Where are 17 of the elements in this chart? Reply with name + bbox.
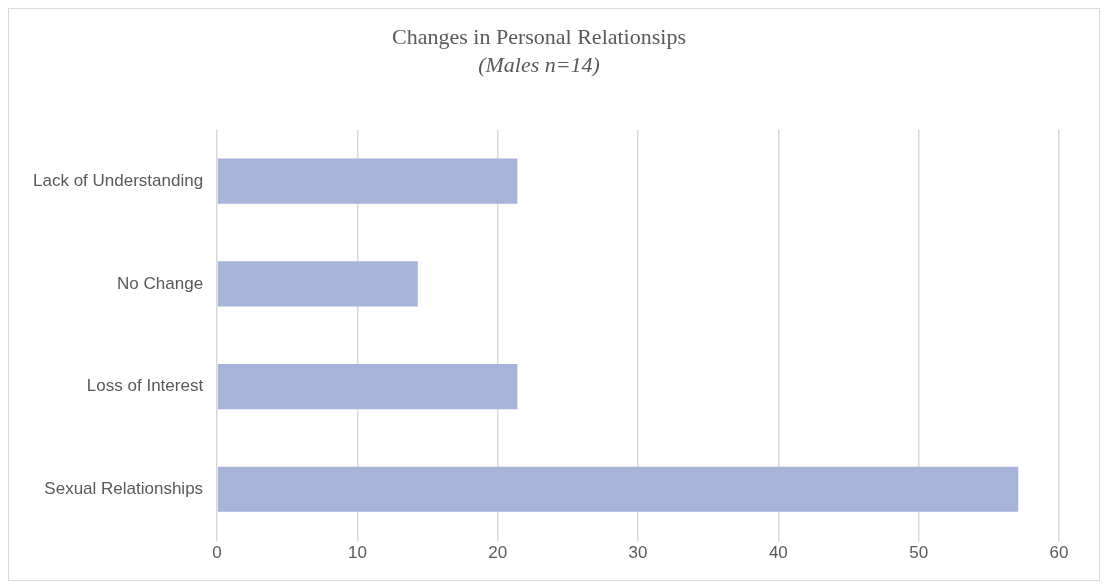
x-tick-label: 0 (212, 543, 222, 563)
y-tick-label: No Change (117, 273, 204, 293)
x-tick-label: 20 (488, 543, 508, 563)
x-tick-label: 30 (628, 543, 648, 563)
y-tick-label: Loss of Interest (86, 376, 204, 396)
chart-subtitle: (Males n=14) (478, 52, 600, 78)
bar (217, 363, 518, 410)
x-tick-label: 60 (1049, 543, 1069, 563)
bar (217, 261, 418, 307)
y-tick-label: Sexual Relationships (44, 478, 204, 498)
y-tick-label: Lack of Understanding (33, 170, 204, 190)
x-tick-label: 10 (347, 543, 367, 563)
bar (217, 158, 518, 204)
x-tick-label: 50 (909, 543, 929, 563)
bar (217, 466, 1019, 512)
chart-title: Changes in Personal Relationsips (392, 23, 686, 49)
x-tick-label: 40 (768, 543, 788, 563)
